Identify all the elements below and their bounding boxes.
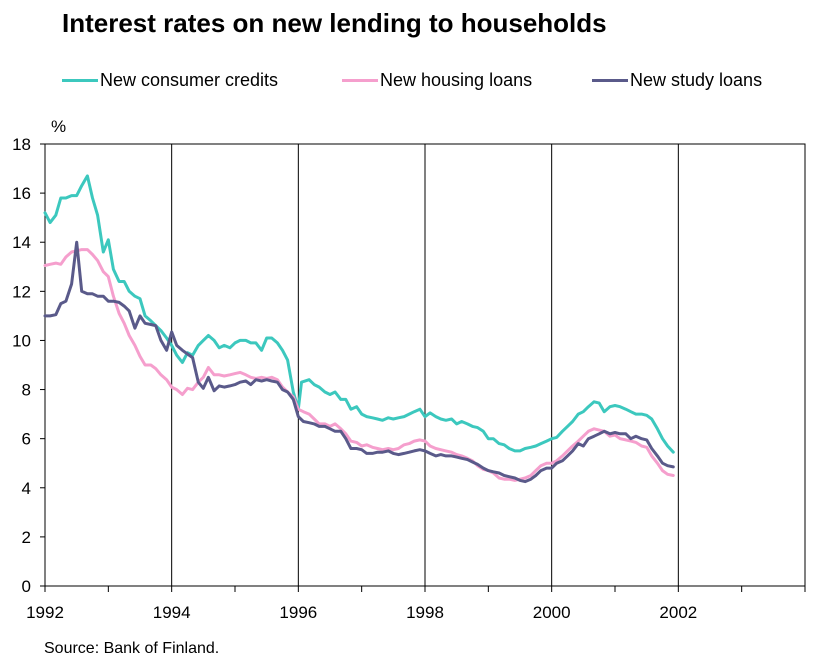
gridlines — [44, 143, 806, 587]
y-tick-label: 4 — [22, 479, 31, 498]
x-tick-label: 1998 — [406, 603, 444, 622]
axes: 0 2 4 6 8 10 12 14 16 18 1992 1994 1996 1998 2000 2002 — [12, 135, 806, 622]
series-line-2 — [43, 248, 675, 482]
source-note: Source: Bank of Finland. — [44, 640, 220, 657]
legend-label-housing-loans: New housing loans — [380, 70, 533, 90]
series-lines — [43, 174, 675, 484]
legend-item-consumer-credits: New consumer credits — [62, 70, 278, 91]
legend-swatch-study-loans — [592, 79, 628, 82]
y-tick-label: 16 — [12, 184, 31, 203]
legend-swatch-housing-loans — [342, 79, 378, 82]
legend-label-consumer-credits: New consumer credits — [100, 70, 279, 90]
legend-label-study-loans: New study loans — [630, 70, 763, 90]
x-tick-label: 1994 — [153, 603, 191, 622]
y-tick-label: 14 — [12, 233, 31, 252]
y-tick-label: 18 — [12, 135, 31, 154]
y-tick-label: 6 — [22, 430, 31, 449]
y-tick-label: 10 — [12, 331, 31, 350]
series-line-1 — [43, 174, 675, 454]
x-tick-label: 2002 — [659, 603, 697, 622]
y-tick-label: 8 — [22, 381, 31, 400]
y-tick-label: 0 — [22, 577, 31, 596]
chart-legend: New consumer credits New housing loans N… — [0, 70, 822, 98]
y-axis-unit-label: % — [51, 117, 67, 136]
legend-item-housing-loans: New housing loans — [342, 70, 532, 91]
legend-item-study-loans: New study loans — [592, 70, 762, 91]
x-tick-label: 2000 — [533, 603, 571, 622]
legend-swatch-consumer-credits — [62, 79, 98, 82]
series-line-3 — [43, 240, 675, 484]
y-tick-label: 2 — [22, 528, 31, 547]
chart-title: Interest rates on new lending to househo… — [62, 8, 607, 38]
x-tick-label: 1992 — [26, 603, 64, 622]
x-tick-label: 1996 — [279, 603, 317, 622]
y-tick-label: 12 — [12, 282, 31, 301]
